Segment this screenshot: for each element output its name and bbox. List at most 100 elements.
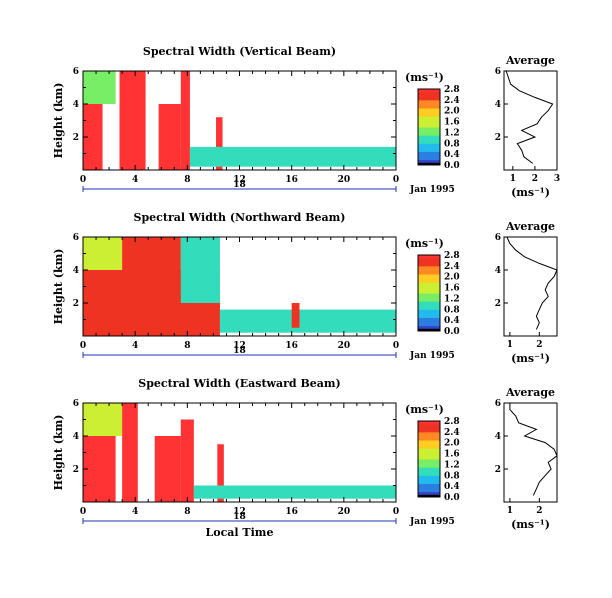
colorbar-tick-label: 0.0 — [444, 493, 460, 503]
x-tick-label: 8 — [184, 175, 190, 185]
colorbar-band — [418, 99, 440, 104]
average-x-tick-label: 3 — [554, 174, 560, 184]
heatmap-cell — [158, 104, 181, 170]
x-tick-label: 20 — [338, 341, 351, 351]
average-y-tick-label: 4 — [495, 100, 501, 110]
x-tick-label: 12 — [233, 175, 246, 185]
colorbar-band — [418, 440, 440, 444]
colorbar-band — [418, 448, 440, 452]
x-tick-label: 0 — [80, 507, 86, 517]
colorbar-tick-label: 2.8 — [444, 85, 460, 95]
colorbar-band — [418, 456, 440, 460]
colorbar-tick-label: 0.8 — [444, 139, 460, 149]
heatmap-cell — [83, 104, 103, 170]
colorbar-band — [418, 298, 440, 302]
colorbar-tick-label: 0.4 — [444, 316, 460, 326]
x-tick-label: 0 — [393, 507, 399, 517]
colorbar-band — [418, 284, 440, 289]
colorbar-band — [418, 469, 440, 474]
x-tick-label: 4 — [132, 507, 138, 517]
chart-title: Spectral Width (Eastward Beam) — [138, 377, 340, 390]
colorbar-tick-label: 2.4 — [444, 428, 460, 438]
colorbar-band — [418, 491, 440, 495]
average-profile-line — [509, 403, 558, 496]
average-y-tick-label: 2 — [495, 299, 501, 309]
colorbar-band — [418, 303, 440, 308]
heatmap-cell — [122, 237, 181, 336]
colorbar-band — [418, 94, 440, 98]
colorbar-band — [418, 467, 440, 471]
x-tick-label: 16 — [285, 507, 298, 517]
average-x-tick-label: 2 — [536, 340, 542, 350]
colorbar-band — [418, 421, 440, 425]
y-tick-label: 6 — [73, 67, 79, 77]
colorbar-frame — [417, 420, 441, 498]
average-y-tick-label: 6 — [495, 233, 501, 243]
date-label: 18 — [233, 346, 246, 356]
colorbar-tick-label: 2.0 — [444, 107, 460, 117]
colorbar-band — [418, 322, 440, 327]
colorbar-tick-label: 1.2 — [444, 460, 460, 470]
colorbar-band — [418, 488, 440, 493]
colorbar-band — [418, 156, 440, 161]
colorbar-band — [418, 151, 440, 155]
colorbar-band — [418, 263, 440, 267]
chart-title: Spectral Width (Northward Beam) — [134, 211, 346, 224]
x-tick-label: 4 — [132, 175, 138, 185]
colorbar-band — [418, 306, 440, 310]
colorbar-band — [418, 279, 440, 283]
colorbar-band — [418, 320, 440, 324]
colorbar-band — [418, 423, 440, 427]
y-tick-label: 6 — [73, 233, 79, 243]
heatmap-cell — [122, 403, 138, 502]
average-y-tick-label: 6 — [495, 67, 501, 77]
colorbar-band — [418, 108, 440, 112]
colorbar-band — [418, 445, 440, 449]
colorbar-band — [418, 129, 440, 133]
colorbar-band — [418, 255, 440, 259]
colorbar-band — [418, 132, 440, 136]
colorbar-band — [418, 148, 440, 152]
average-x-tick-label: 1 — [507, 340, 513, 350]
average-y-tick-label: 4 — [495, 432, 501, 442]
y-tick-label: 2 — [73, 299, 79, 309]
heatmap-cell — [216, 117, 223, 170]
colorbar-band — [418, 486, 440, 490]
colorbar-band — [418, 472, 440, 476]
y-tick-label: 2 — [73, 133, 79, 143]
colorbar-band — [418, 317, 440, 321]
colorbar-band — [418, 102, 440, 106]
heatmap-cell — [83, 237, 123, 270]
colorbar-band — [418, 312, 440, 316]
x-tick-label: 16 — [285, 341, 298, 351]
colorbar-tick-label: 1.6 — [444, 284, 460, 294]
colorbar-tick-label: 0.0 — [444, 161, 460, 171]
y-axis-label: Height (km) — [52, 83, 65, 159]
colorbar-band — [418, 328, 440, 332]
colorbar-tick-label: 0.4 — [444, 150, 460, 160]
colorbar-band — [418, 480, 440, 484]
colorbar-band — [418, 453, 440, 457]
average-x-tick-label: 2 — [532, 174, 538, 184]
heatmap-cell — [291, 303, 300, 328]
panel-2: Spectral Width (Eastward Beam)0 4 8 12 16 20 0… — [52, 377, 558, 539]
heatmap-cell — [180, 237, 220, 303]
colorbar-tick-label: 1.2 — [444, 128, 460, 138]
x-tick-label: 0 — [393, 341, 399, 351]
average-profile-line — [505, 70, 554, 164]
heatmap-cell — [83, 403, 123, 436]
colorbar-band — [418, 159, 440, 163]
x-tick-label: 0 — [80, 341, 86, 351]
colorbar-band — [418, 137, 440, 142]
heatmap-cell — [154, 436, 181, 502]
colorbar-tick-label: 0.8 — [444, 305, 460, 315]
colorbar-band — [418, 450, 440, 455]
x-tick-label: 0 — [80, 175, 86, 185]
x-tick-label: 8 — [184, 341, 190, 351]
colorbar-band — [418, 105, 440, 109]
colorbar-band — [418, 293, 440, 297]
colorbar-band — [418, 116, 440, 120]
average-x-axis-label: (ms⁻¹) — [511, 186, 550, 199]
colorbar-band — [418, 437, 440, 441]
